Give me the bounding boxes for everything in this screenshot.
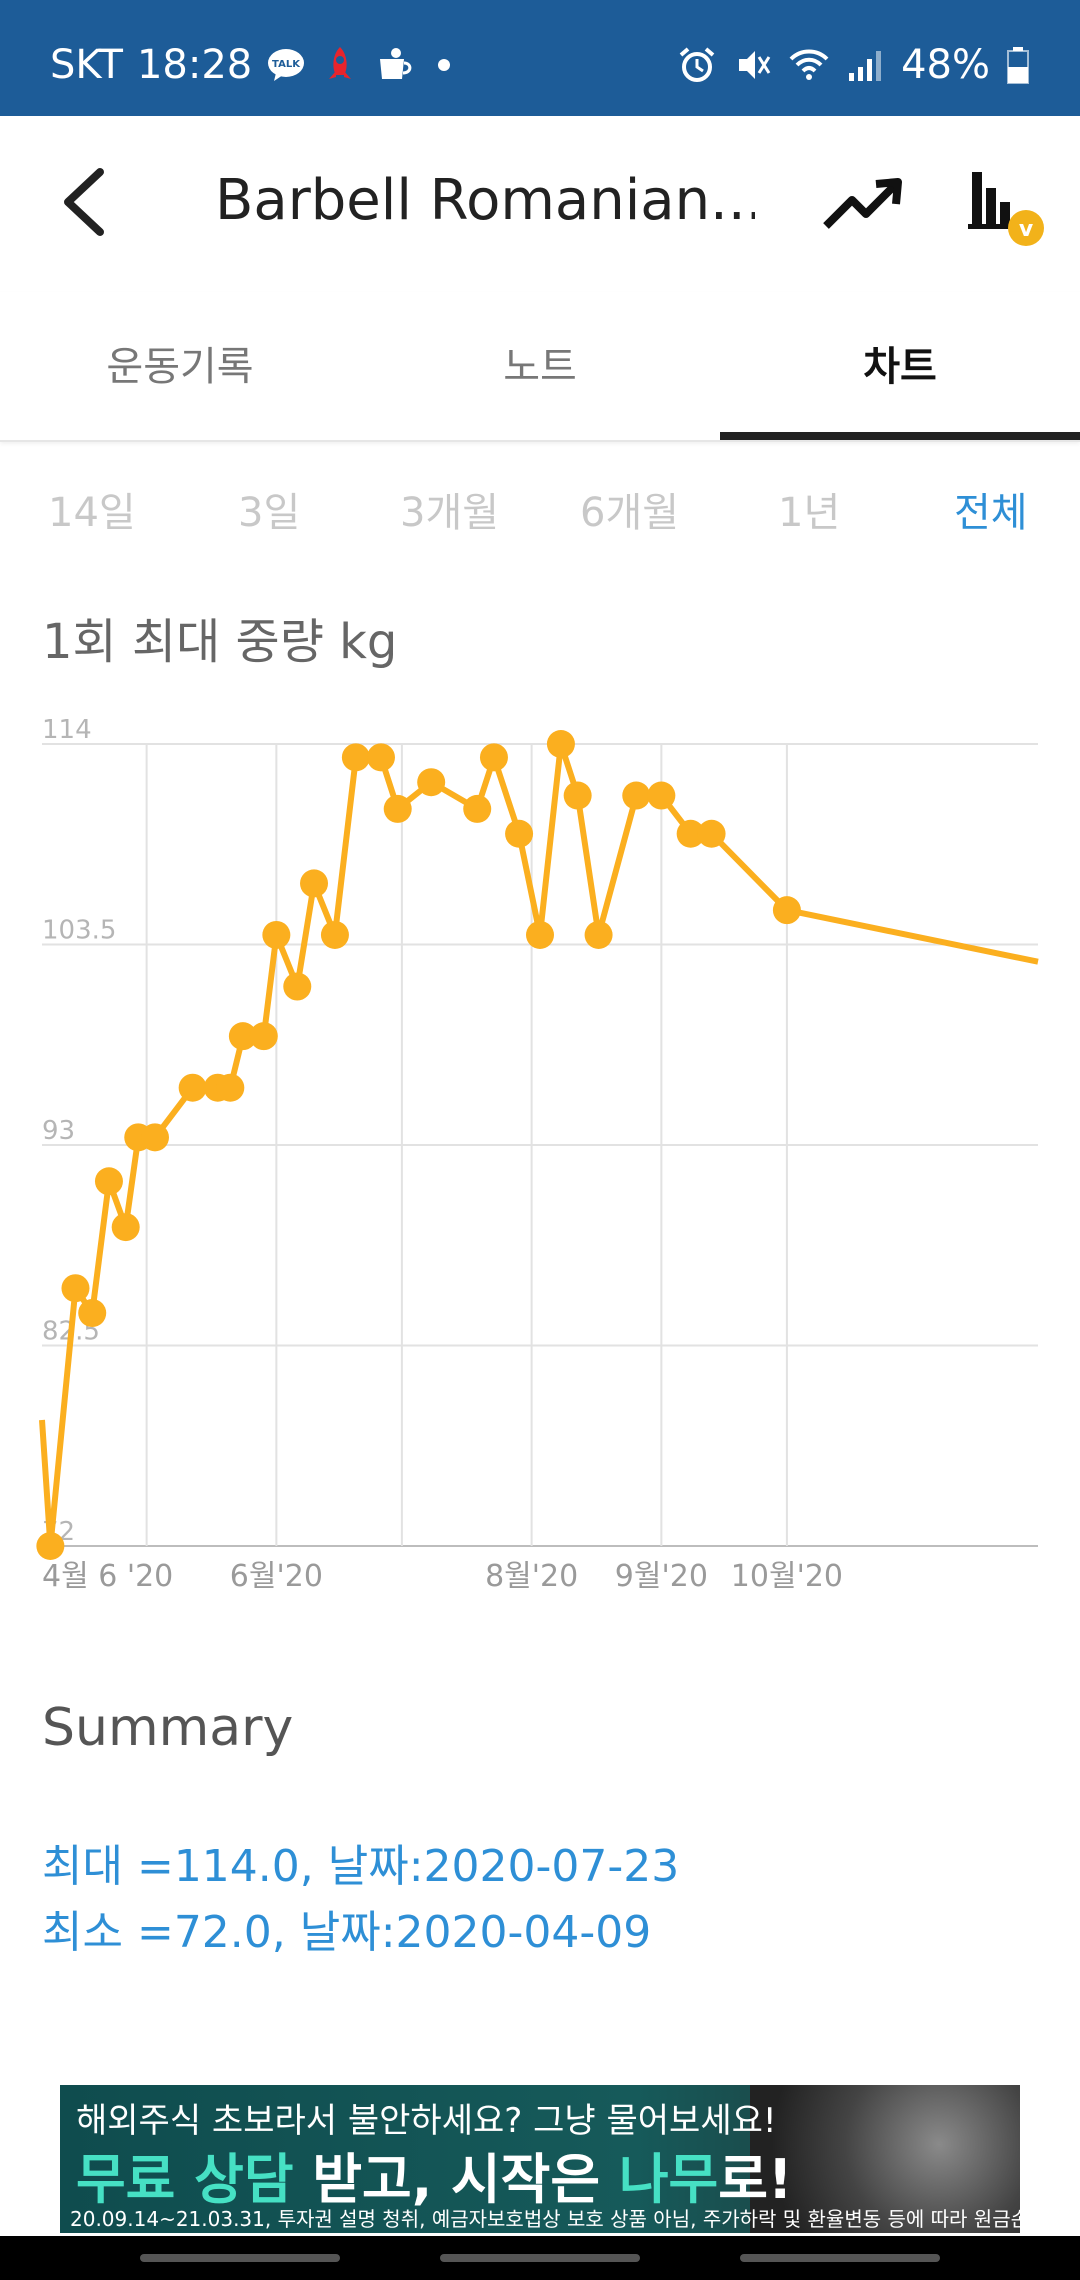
tab-bar: 운동기록 노트 차트 [0, 292, 1080, 442]
system-nav-bar [0, 2236, 1080, 2280]
data-point [94, 1167, 123, 1196]
data-point [341, 743, 370, 772]
battery-percent: 48% [901, 42, 990, 88]
data-point [300, 869, 329, 898]
trending-up-icon[interactable] [820, 166, 910, 246]
data-point [61, 1274, 90, 1303]
x-tick-label: 4월 6 '20 [42, 1559, 173, 1594]
data-point [178, 1073, 207, 1102]
ad-disclaimer: 20.09.14~21.03.31, 투자권 설명 청취, 예금자보호법상 보호… [70, 2207, 1020, 2231]
x-tick-label: 6월'20 [230, 1559, 323, 1594]
ad-mid-text: 받고, 시작은 [293, 2148, 619, 2211]
summary-max: 최대 =114.0, 날짜:2020-07-23 [42, 1841, 680, 1892]
ad-end-text: 로! [718, 2148, 793, 2211]
tab-indicator [720, 432, 1080, 440]
data-point [249, 1022, 278, 1051]
data-point [697, 819, 726, 848]
data-point [563, 781, 592, 810]
data-point [546, 730, 575, 758]
data-point [366, 743, 395, 772]
data-point [584, 920, 613, 949]
ad-banner[interactable]: 해외주식 초보라서 불안하세요? 그냥 물어보세요! 무료 상담 받고, 시작은… [60, 2085, 1020, 2233]
tab-workout-log[interactable]: 운동기록 [106, 344, 254, 390]
data-point [283, 972, 312, 1001]
range-1y[interactable]: 1년 [778, 490, 841, 536]
data-point [262, 920, 291, 949]
data-point [417, 768, 446, 797]
app-bar: Barbell Romanian... v [0, 116, 1080, 292]
range-all[interactable]: 전체 [954, 490, 1028, 536]
summary-min: 최소 =72.0, 날짜:2020-04-09 [42, 1907, 652, 1958]
data-point [647, 781, 676, 810]
nav-recents[interactable] [140, 2254, 340, 2262]
x-tick-label: 10월'20 [731, 1559, 843, 1594]
notification-dot [438, 59, 451, 71]
x-tick-label: 9월'20 [615, 1559, 708, 1594]
tab-notes[interactable]: 노트 [503, 344, 577, 390]
ad-highlight-2: 나무 [618, 2148, 719, 2211]
clock: 18:28 [136, 42, 253, 88]
bar-chart-icon[interactable]: v [960, 158, 1056, 254]
battery-icon [1007, 47, 1029, 84]
range-selector: 14일 3일 3개월 6개월 1년 전체 [0, 480, 1080, 550]
data-point [622, 781, 651, 810]
back-arrow-icon[interactable] [50, 162, 120, 242]
y-tick-label: 114 [42, 715, 92, 745]
data-point [479, 743, 508, 772]
data-point [463, 794, 492, 823]
chart-title: 1회 최대 중량 kg [42, 614, 398, 670]
wifi-icon [789, 49, 829, 80]
alarm-icon [679, 47, 715, 82]
page-title: Barbell Romanian... [215, 168, 755, 233]
coffee-icon [380, 48, 412, 79]
carrier-label: SKT [50, 42, 123, 88]
data-point [383, 794, 412, 823]
nav-home[interactable] [440, 2254, 640, 2262]
data-point [676, 819, 705, 848]
data-point [140, 1123, 169, 1152]
data-point [216, 1073, 245, 1102]
data-point [111, 1213, 140, 1242]
nav-back[interactable] [740, 2254, 940, 2262]
range-3m[interactable]: 3개월 [400, 490, 500, 536]
ad-photo [750, 2085, 1020, 2233]
ad-headline: 해외주식 초보라서 불안하세요? 그냥 물어보세요! [76, 2101, 777, 2141]
ad-main-text: 무료 상담 받고, 시작은 나무로! [76, 2135, 793, 2214]
data-point [228, 1022, 257, 1051]
data-point [78, 1299, 107, 1328]
y-tick-label: 103.5 [42, 916, 116, 946]
mute-icon [739, 51, 771, 79]
range-3d[interactable]: 3일 [238, 490, 301, 536]
signal-icon [849, 51, 882, 81]
y-tick-label: 93 [42, 1116, 75, 1146]
range-14d[interactable]: 14일 [48, 490, 136, 536]
series-line [39, 741, 1039, 1549]
status-bar: SKT 18:28 TALK [0, 0, 1080, 116]
rocket-icon [329, 47, 352, 79]
svg-text:v: v [1019, 217, 1034, 242]
data-point [505, 819, 534, 848]
svg-text:TALK: TALK [272, 59, 301, 70]
kakaotalk-icon: TALK [268, 49, 305, 81]
ad-highlight-1: 무료 상담 [76, 2148, 294, 2211]
data-point [526, 920, 554, 949]
data-point [772, 896, 801, 925]
data-point [36, 1532, 65, 1560]
data-point [320, 920, 349, 949]
tab-chart[interactable]: 차트 [863, 344, 937, 390]
summary-title: Summary [42, 1698, 294, 1758]
x-tick-label: 8월'20 [485, 1559, 578, 1594]
range-6m[interactable]: 6개월 [580, 490, 680, 536]
